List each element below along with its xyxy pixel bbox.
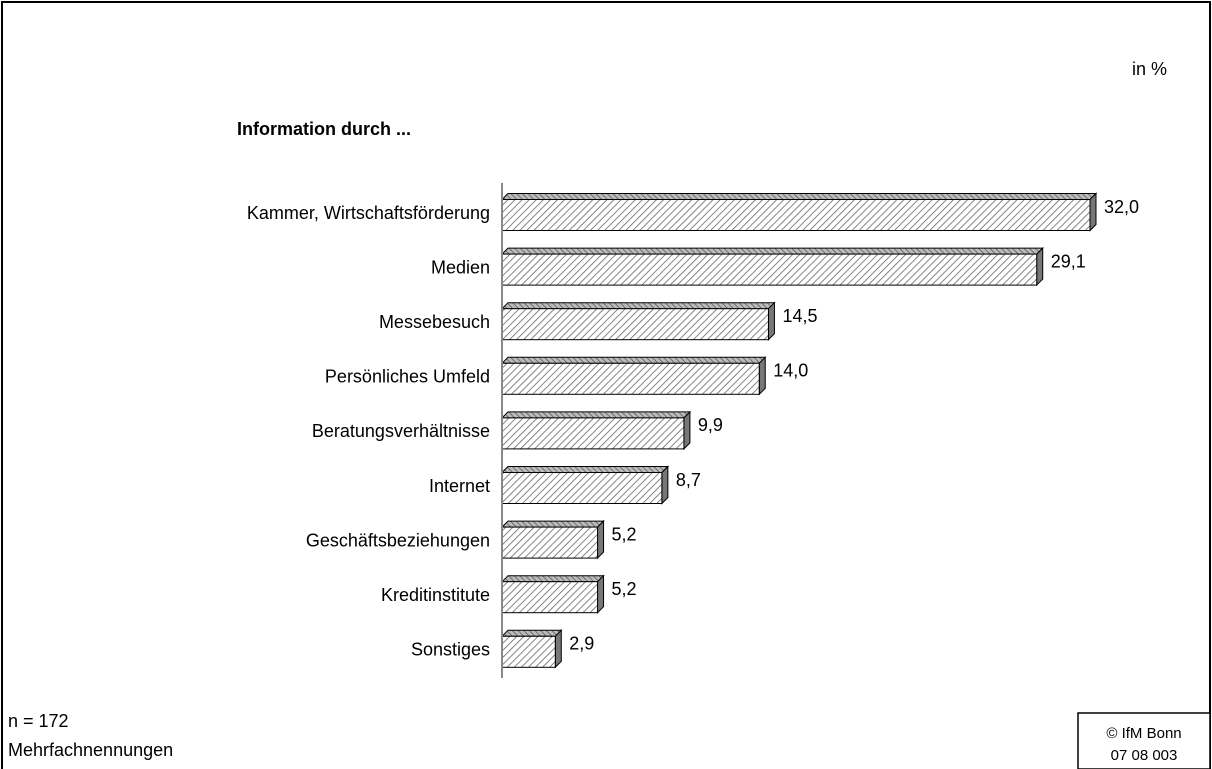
bar-top <box>500 520 605 528</box>
bar <box>501 472 663 504</box>
value-label: 14,0 <box>773 361 808 381</box>
bar-top <box>500 247 1044 255</box>
bar-side <box>767 301 775 341</box>
category-label: Kreditinstitute <box>381 585 490 605</box>
bar-side <box>1089 192 1097 232</box>
bar <box>501 581 599 614</box>
category-label: Sonstiges <box>411 640 490 660</box>
bar <box>501 635 556 668</box>
bar-top <box>500 193 1098 200</box>
value-label: 5,2 <box>612 524 637 544</box>
bar-side <box>554 629 562 669</box>
bar <box>501 308 769 341</box>
category-label: Geschäftsbeziehungen <box>306 530 490 550</box>
bar <box>501 417 685 450</box>
source: 07 08 003 <box>1111 747 1178 764</box>
bar <box>501 362 760 395</box>
category-label: Kammer, Wirtschaftsförderung <box>247 203 490 223</box>
value-label: 2,9 <box>569 634 594 654</box>
value-label: 5,2 <box>612 579 637 599</box>
category-label: Beratungsverhältnisse <box>312 421 490 441</box>
category-label: Internet <box>429 476 490 496</box>
bar-top <box>500 466 670 473</box>
chart-title: Information durch ... <box>237 119 411 139</box>
value-label: 9,9 <box>698 415 723 435</box>
bar-side <box>1036 246 1044 287</box>
value-label: 14,5 <box>782 306 817 326</box>
bar-side <box>758 356 766 396</box>
category-label: Medien <box>431 257 490 277</box>
source: © IfM Bonn <box>1106 725 1181 742</box>
bar <box>501 526 599 559</box>
bar-side <box>597 574 605 614</box>
bar-top <box>500 411 692 419</box>
value-label: 29,1 <box>1051 251 1086 271</box>
bar-top <box>500 302 776 310</box>
bar-top <box>500 575 605 583</box>
bar-side <box>597 519 605 560</box>
category-label: Messebesuch <box>379 312 490 332</box>
note: n = 172 <box>8 711 69 731</box>
value-label: 32,0 <box>1104 197 1139 217</box>
category-label: Persönliches Umfeld <box>325 367 490 387</box>
bar-side <box>661 465 669 505</box>
bar-top <box>500 629 563 637</box>
bar-top <box>500 356 767 364</box>
source-box <box>1077 712 1211 769</box>
note: Mehrfachnennungen <box>8 740 173 760</box>
bar <box>501 199 1091 231</box>
bar-side <box>683 410 691 451</box>
bar <box>501 253 1038 286</box>
value-label: 8,7 <box>676 470 701 490</box>
unit-label: in % <box>1132 59 1167 79</box>
